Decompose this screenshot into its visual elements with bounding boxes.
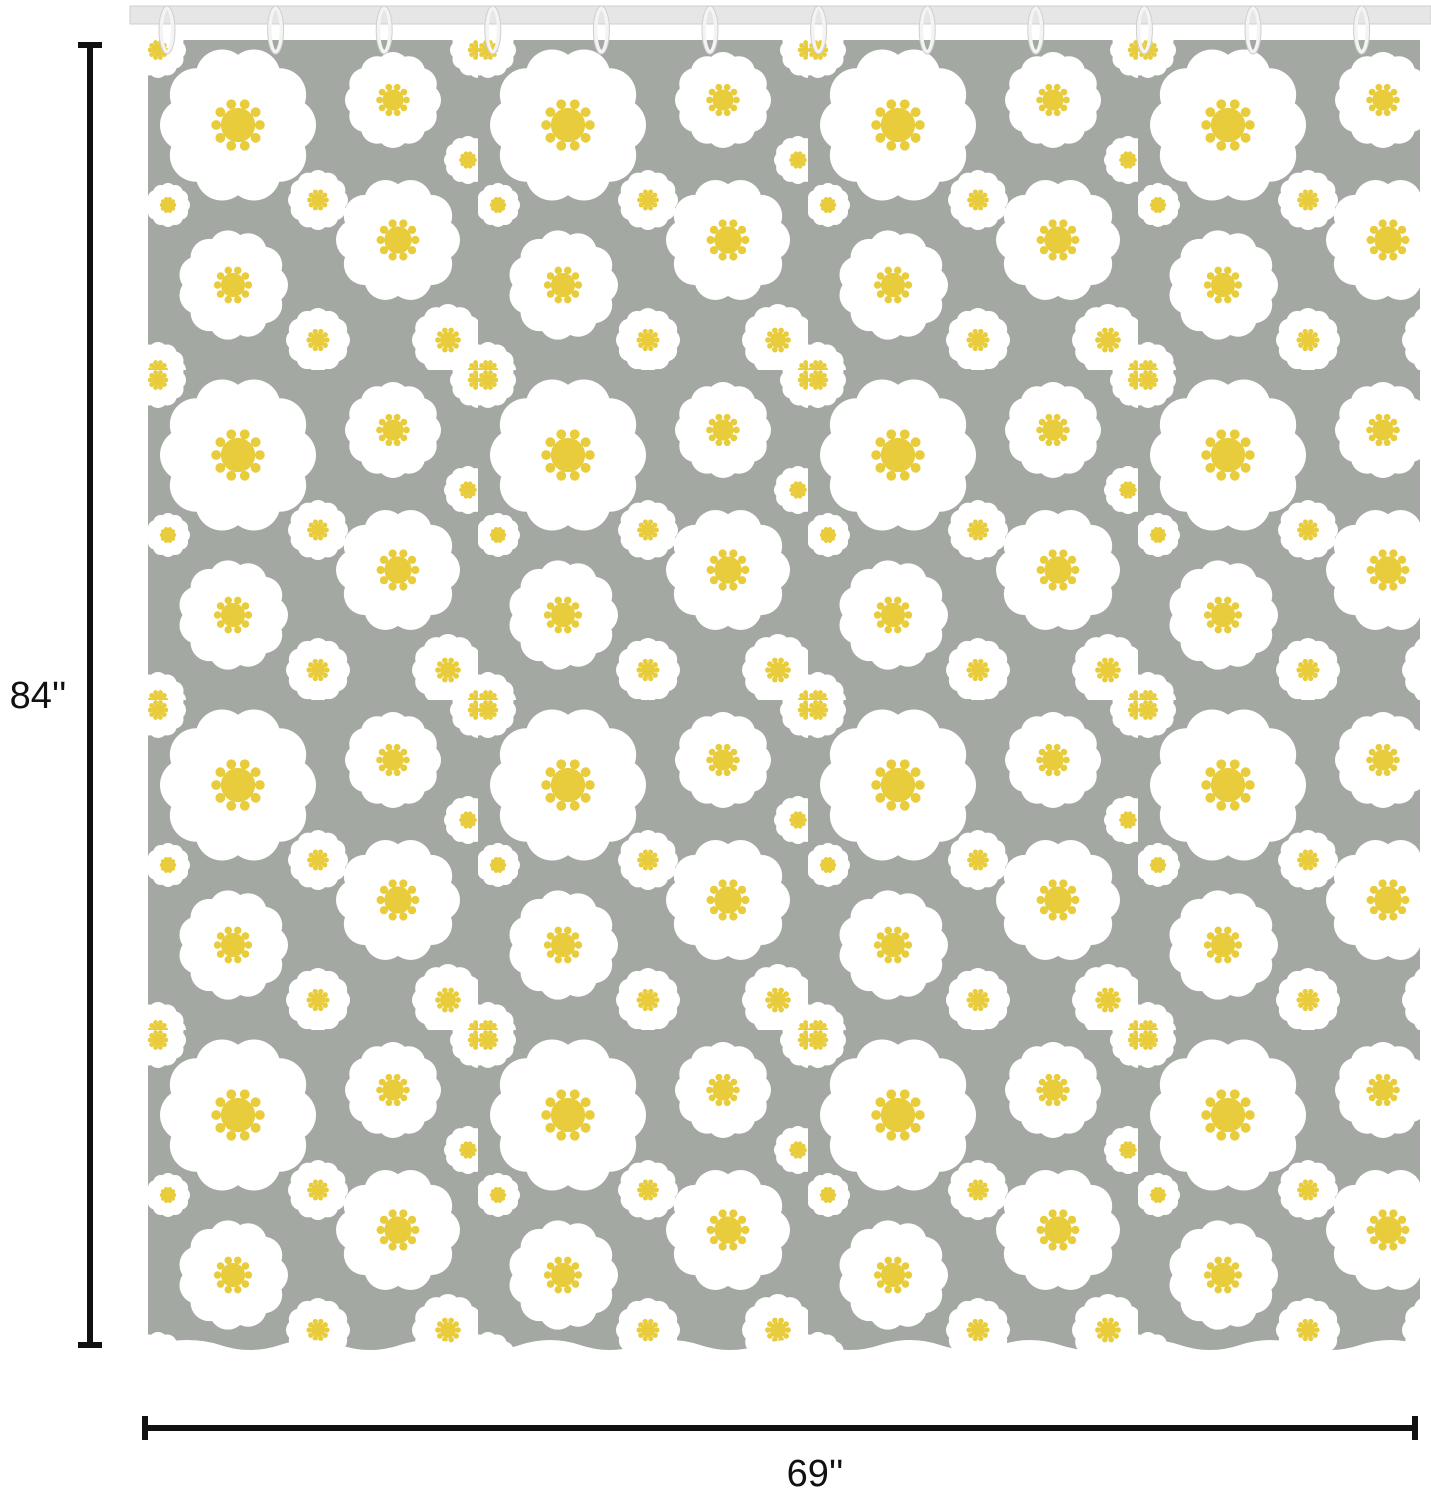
- curtain-ring-edge: [701, 5, 719, 55]
- curtain: [148, 40, 1420, 1350]
- curtain-ring-edge: [484, 5, 502, 55]
- curtain-ring-edge: [592, 5, 610, 55]
- height-label: 84'': [10, 675, 67, 717]
- curtain-ring: [810, 6, 827, 54]
- width-indicator: [142, 1416, 1418, 1440]
- curtain-ring-edge: [1135, 5, 1153, 55]
- curtain-ring: [159, 6, 175, 54]
- label-backdrop: [0, 672, 84, 722]
- curtain-ring-edge: [1027, 5, 1045, 55]
- curtain-ring: [702, 6, 718, 54]
- curtain-ring-edge: [1353, 5, 1371, 55]
- curtain-ring: [593, 6, 610, 54]
- width-label: 69'': [787, 1453, 844, 1495]
- curtain-rod: [129, 5, 1431, 25]
- curtain-ring: [267, 6, 284, 54]
- curtain-ring: [1245, 6, 1261, 54]
- height-indicator: [78, 42, 102, 1348]
- curtain-ring: [1136, 6, 1153, 54]
- curtain-ring-edge: [158, 5, 176, 55]
- curtain-ring-edge: [267, 5, 285, 55]
- curtain-ring: [919, 6, 936, 54]
- curtain-ring-edge: [1244, 5, 1262, 55]
- curtain-ring-edge: [918, 5, 936, 55]
- curtain-ring: [1353, 6, 1370, 54]
- curtain-ring: [484, 6, 501, 54]
- rings: [158, 5, 1371, 55]
- curtain-ring: [1027, 6, 1044, 54]
- curtain-ring: [376, 6, 393, 54]
- curtain-ring-edge: [810, 5, 828, 55]
- curtain-ring-edge: [375, 5, 393, 55]
